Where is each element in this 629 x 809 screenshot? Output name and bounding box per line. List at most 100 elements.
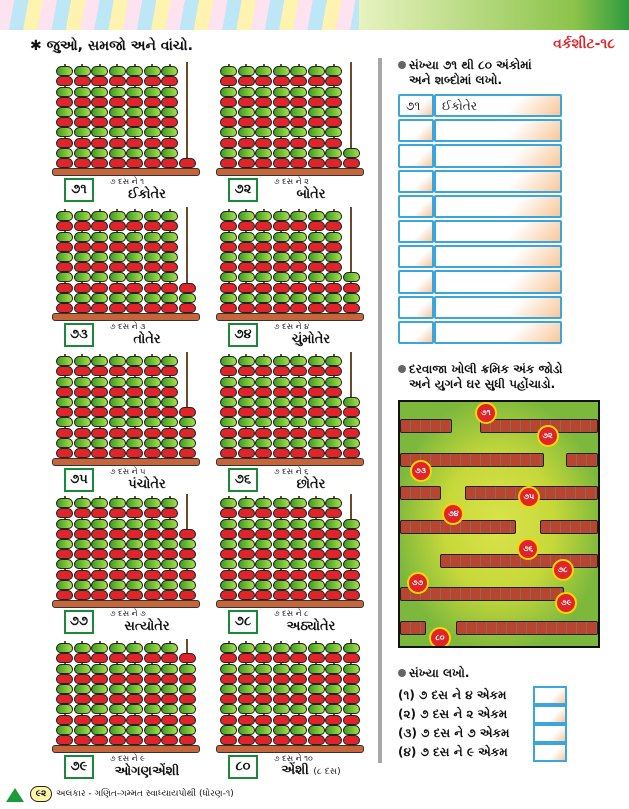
abacus-bead xyxy=(290,303,307,313)
abacus-bead xyxy=(255,498,272,509)
maze-number-circle[interactable]: ૭૪ xyxy=(442,502,465,525)
word-cell[interactable] xyxy=(434,219,562,244)
maze-number-circle[interactable]: ૮૦ xyxy=(428,626,451,646)
abacus-bead xyxy=(220,272,237,283)
abacus-bead xyxy=(143,663,161,674)
maze-number-circle[interactable]: ૭૧ xyxy=(474,402,497,425)
abacus-bead xyxy=(143,569,161,580)
abacus-bead xyxy=(342,643,360,654)
abacus-bead xyxy=(126,376,143,387)
answer-box[interactable] xyxy=(533,743,567,762)
word-cell[interactable] xyxy=(434,295,562,319)
abacus-bead xyxy=(108,427,126,438)
maze-number-circle[interactable]: ૭૨ xyxy=(536,424,559,447)
maze-number-circle[interactable]: ૭૮ xyxy=(551,559,574,582)
abacus-bead xyxy=(73,241,91,252)
abacus-bead xyxy=(307,539,325,549)
answer-box[interactable] xyxy=(533,686,567,705)
abacus-bead xyxy=(272,714,290,725)
abacus-bead xyxy=(342,579,360,590)
abacus-bead xyxy=(108,137,126,148)
abacus-bead xyxy=(56,643,73,654)
abacus-bead xyxy=(237,714,255,725)
abacus-bead xyxy=(143,231,161,242)
number-word: સત્યોતેર xyxy=(102,620,192,634)
word-cell[interactable]: ઈકોતેર xyxy=(434,94,562,118)
word-cell[interactable] xyxy=(434,320,562,344)
abacus-bead xyxy=(237,303,255,313)
abacus-bead xyxy=(237,579,255,590)
word-cell[interactable] xyxy=(434,194,562,218)
abacus-bead xyxy=(73,86,91,97)
abacus-bead xyxy=(307,292,325,303)
number-cell[interactable] xyxy=(398,119,434,143)
maze-number-circle[interactable]: ૭૩ xyxy=(409,460,432,483)
abacus-bead xyxy=(126,303,143,313)
number-cell[interactable] xyxy=(398,219,434,244)
abacus-bead xyxy=(290,508,307,519)
abacus-bead xyxy=(56,714,73,725)
abacus-bead xyxy=(178,694,196,705)
answer-box[interactable] xyxy=(533,705,567,724)
number-box: ૭૬ xyxy=(228,468,258,492)
answer-box[interactable] xyxy=(533,724,567,743)
maze-number-circle[interactable]: ૭૯ xyxy=(555,592,578,615)
number-word-text: ઈકોતેર xyxy=(128,187,166,202)
abacus-bead xyxy=(307,137,325,148)
word-cell[interactable] xyxy=(434,144,562,168)
abacus-bead xyxy=(255,117,272,128)
abacus-bead xyxy=(325,663,342,674)
abacus-bead xyxy=(161,724,178,735)
abacus-bead xyxy=(178,704,196,715)
word-cell[interactable] xyxy=(434,270,562,294)
abacus-bead xyxy=(272,366,290,377)
abacus-bead xyxy=(290,366,307,377)
number-word: તોતેર xyxy=(102,333,192,347)
abacus-bead xyxy=(237,76,255,87)
number-cell[interactable] xyxy=(398,245,434,269)
abacus-bead xyxy=(143,579,161,590)
abacus-bead xyxy=(56,569,73,580)
maze-number-circle[interactable]: ૭૭ xyxy=(406,571,429,594)
abacus-bead xyxy=(325,417,342,428)
abacus-bead xyxy=(272,241,290,252)
abacus-bead xyxy=(255,663,272,674)
abacus-bead xyxy=(237,397,255,407)
abacus-bead xyxy=(290,262,307,273)
abacus-card: ૭૪ ૭ દસ ને ૪ ચુંમોતેર xyxy=(216,205,366,347)
abacus-bead xyxy=(255,508,272,519)
number-cell[interactable] xyxy=(398,320,434,344)
abacus-bead xyxy=(91,539,108,549)
abacus-bead xyxy=(255,252,272,262)
abacus-bead xyxy=(143,158,161,168)
abacus-bead xyxy=(325,231,342,242)
abacus-bead xyxy=(56,417,73,428)
abacus-bead xyxy=(272,724,290,735)
abacus-base xyxy=(216,600,364,608)
number-cell[interactable] xyxy=(398,270,434,294)
abacus-bead xyxy=(126,735,143,745)
abacus-bead xyxy=(161,262,178,273)
number-cell[interactable] xyxy=(398,169,434,193)
abacus-bead xyxy=(272,528,290,539)
number-cell[interactable] xyxy=(398,144,434,168)
abacus-bead xyxy=(237,417,255,428)
top-banner xyxy=(0,0,629,30)
abacus-base xyxy=(52,168,200,176)
maze-number-circle[interactable]: ૭૬ xyxy=(517,537,540,560)
word-cell[interactable] xyxy=(434,119,562,143)
abacus-bead xyxy=(56,86,73,97)
abacus-bead xyxy=(73,107,91,117)
number-cell[interactable]: ૭૧ xyxy=(398,94,434,118)
word-cell[interactable] xyxy=(434,169,562,193)
word-cell[interactable] xyxy=(434,245,562,269)
maze-number-circle[interactable]: ૭૫ xyxy=(517,485,540,508)
abacus-bead xyxy=(307,262,325,273)
abacus-bead xyxy=(220,303,237,313)
abacus-bead xyxy=(108,569,126,580)
number-word: બોતેર xyxy=(266,188,356,202)
number-cell[interactable] xyxy=(398,295,434,319)
abacus-bead xyxy=(220,66,237,77)
abacus-bead xyxy=(290,397,307,407)
number-cell[interactable] xyxy=(398,194,434,218)
